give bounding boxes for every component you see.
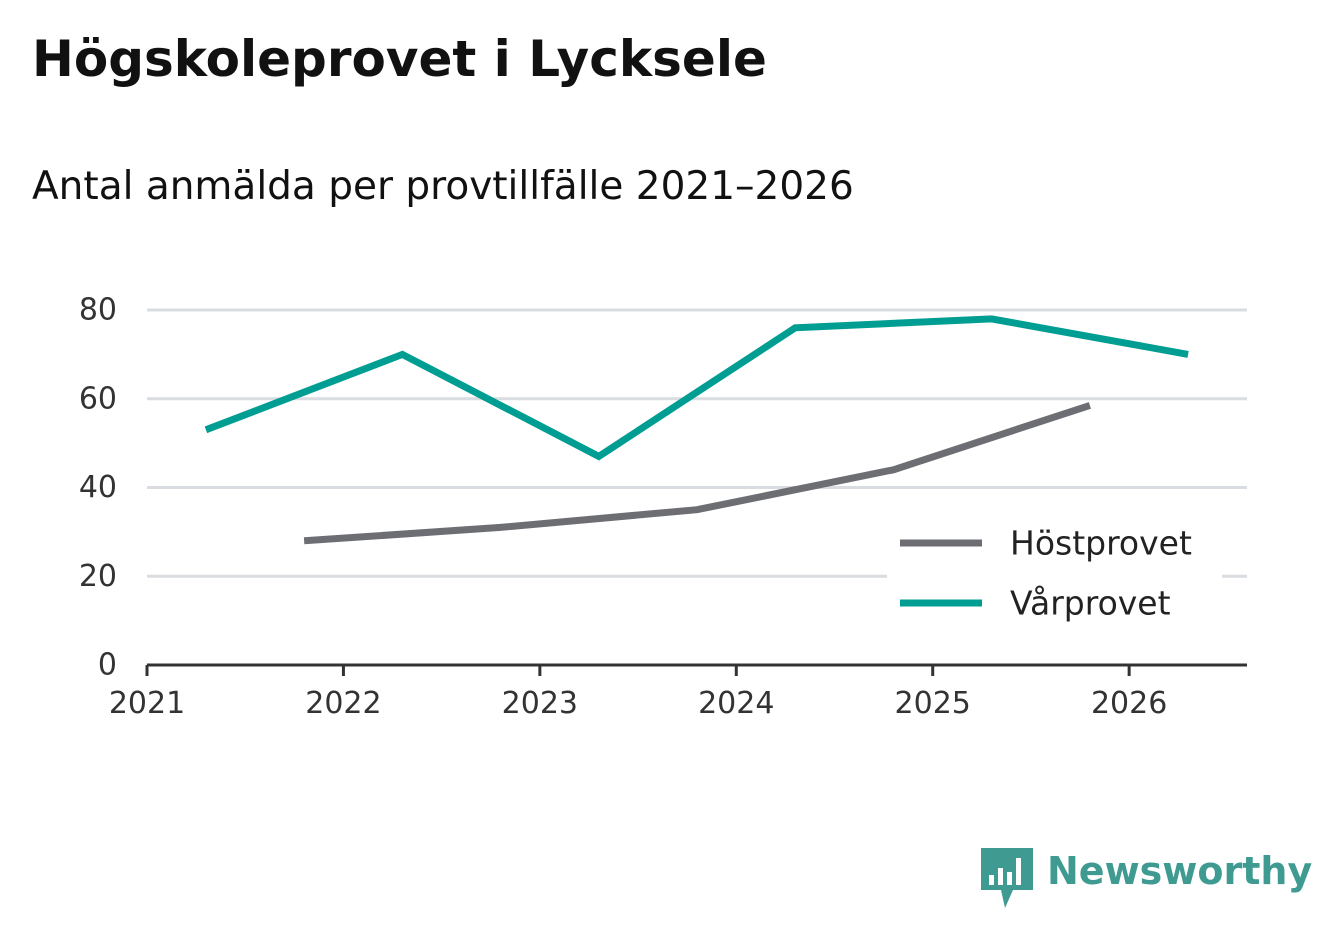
legend-label: Höstprovet [1010,524,1192,563]
brand-name: Newsworthy [1047,849,1313,893]
newsworthy-logo-icon [981,848,1033,908]
chart-title: Högskoleprovet i Lycksele [32,30,767,88]
x-tick-label: 2023 [502,686,578,721]
legend-label: Vårprovet [1010,584,1171,623]
series-lines [204,315,1189,545]
y-tick-label: 0 [98,648,117,683]
y-tick-label: 40 [79,470,117,505]
x-tick-label: 2025 [895,686,971,721]
y-tick-label: 60 [79,381,117,416]
chart-subtitle: Antal anmälda per provtillfälle 2021–202… [32,164,854,209]
x-tick-label: 2024 [698,686,774,721]
axes: 0 20 40 60 80 2021 2022 2023 2024 2025 2026 [79,293,1247,721]
series-line-hostprovet [303,402,1091,545]
x-tick-label: 2021 [109,686,185,721]
newsworthy-logo: Newsworthy [981,848,1312,912]
x-tick-label: 2022 [305,686,381,721]
y-tick-label: 20 [79,559,117,594]
y-tick-label: 80 [79,293,117,328]
x-tick-label: 2026 [1091,686,1167,721]
series-line-varprovet [204,315,1189,461]
legend: Höstprovet Vårprovet [887,520,1222,646]
